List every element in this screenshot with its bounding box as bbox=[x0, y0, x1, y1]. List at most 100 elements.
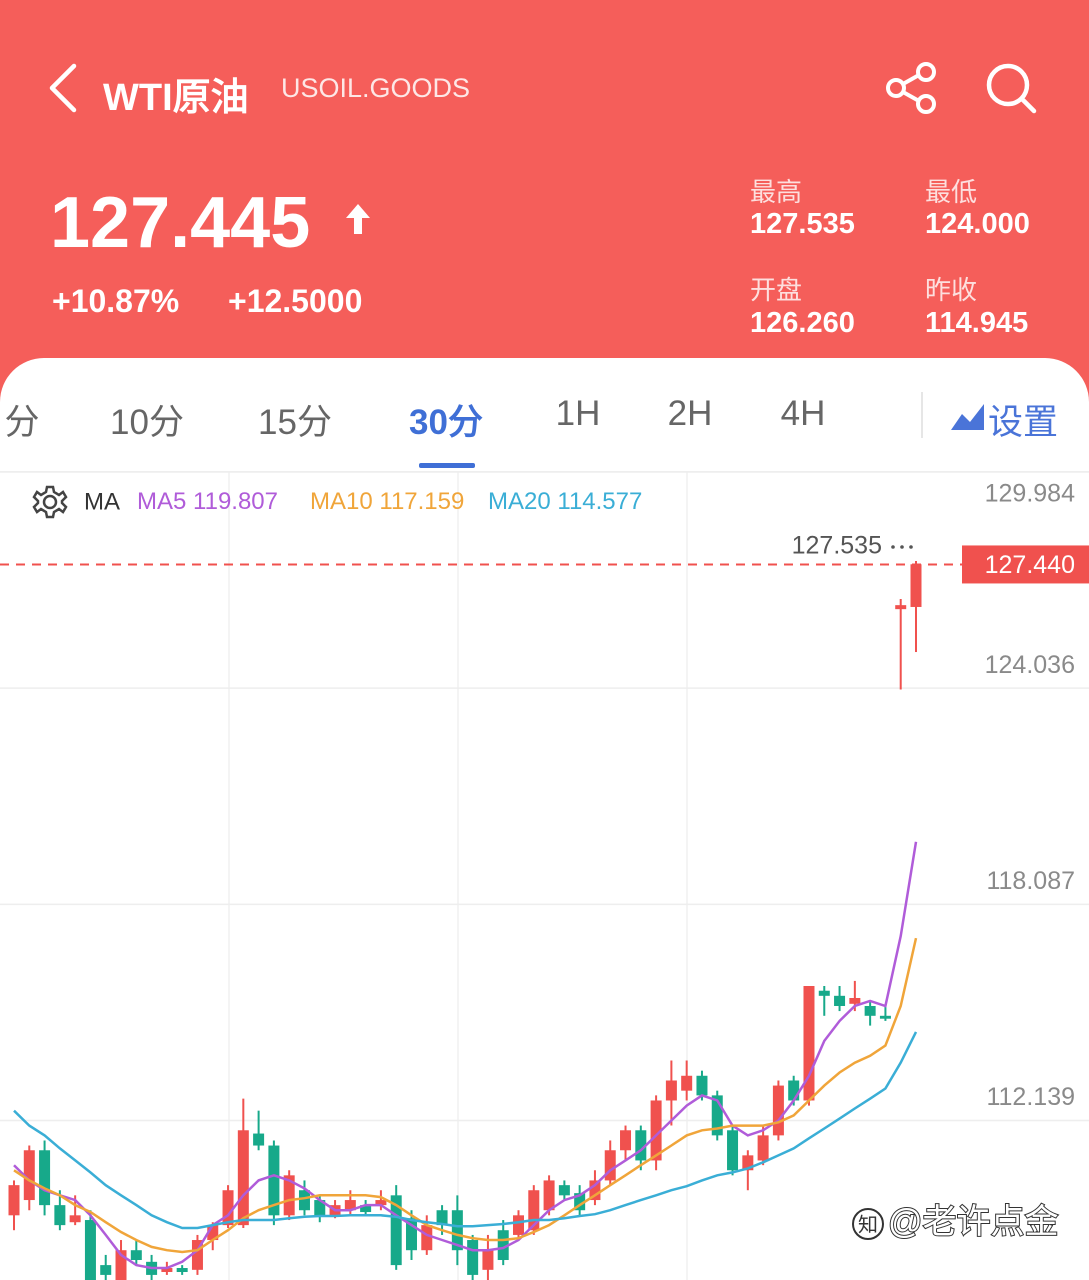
candle-body bbox=[864, 1005, 876, 1016]
candle-body bbox=[528, 1190, 540, 1231]
tab[interactable]: 10分 bbox=[110, 403, 184, 442]
candle-body bbox=[390, 1195, 402, 1266]
candle-body bbox=[69, 1215, 81, 1223]
stat-value: 124.000 bbox=[925, 208, 1030, 240]
candle-body bbox=[39, 1150, 51, 1206]
candle-body bbox=[482, 1250, 494, 1270]
legend-value: 117.159 bbox=[379, 488, 464, 515]
change: +12.5000 bbox=[228, 283, 363, 319]
up-arrow bbox=[346, 204, 370, 234]
last-price-label: 127.440 bbox=[985, 551, 1075, 579]
stat-value: 127.535 bbox=[750, 208, 855, 240]
candle-body bbox=[834, 995, 846, 1006]
back-button[interactable] bbox=[44, 60, 84, 116]
share-button[interactable] bbox=[882, 60, 942, 116]
candle-body bbox=[360, 1205, 372, 1213]
candle-body bbox=[421, 1225, 433, 1251]
stat-label: 最高 bbox=[750, 177, 803, 207]
candle-body bbox=[283, 1175, 295, 1216]
legend-entry: MA5 119.807 bbox=[137, 488, 278, 515]
candlestick-chart: 129.984 124.036 118.087 112.139 127.440 127.5… bbox=[0, 472, 1089, 1280]
tab-indicator bbox=[419, 463, 475, 468]
gear-icon[interactable] bbox=[32, 485, 68, 519]
svg-text:知: 知 bbox=[858, 1213, 878, 1236]
candle-body bbox=[910, 564, 922, 607]
tab[interactable]: 分 bbox=[4, 403, 40, 442]
legend-name: MA20 bbox=[488, 488, 551, 515]
stat-value: 126.260 bbox=[750, 307, 855, 339]
candle-body bbox=[772, 1085, 784, 1136]
candle-body bbox=[176, 1268, 188, 1273]
legend-value: 119.807 bbox=[193, 488, 278, 515]
high-dots bbox=[909, 545, 913, 549]
candle-body bbox=[757, 1135, 769, 1161]
candle-body bbox=[84, 1220, 96, 1280]
candle-body bbox=[604, 1150, 616, 1181]
candle-body bbox=[849, 997, 861, 1004]
settings-icon[interactable] bbox=[948, 398, 988, 434]
candle-body bbox=[253, 1133, 265, 1146]
legend-entry: MA20 114.577 bbox=[488, 488, 642, 515]
tab[interactable]: 4H bbox=[780, 394, 826, 433]
stat-label: 昨收 bbox=[925, 275, 978, 305]
candle-body bbox=[207, 1225, 219, 1241]
stat-label: 开盘 bbox=[750, 275, 803, 305]
stat-value: 114.945 bbox=[925, 307, 1029, 339]
candle-body bbox=[788, 1080, 800, 1101]
overlay: MA MA5 119.807 MA10 117.159 MA20 114.577… bbox=[32, 485, 1060, 1242]
ma-line bbox=[13, 1031, 918, 1230]
candle-body bbox=[574, 1193, 586, 1211]
candle-body bbox=[895, 605, 907, 610]
high-label: 127.535 bbox=[792, 532, 882, 560]
settings-button[interactable]: 设置 bbox=[988, 403, 1059, 442]
header bbox=[0, 0, 1089, 420]
candle-body bbox=[237, 1130, 249, 1226]
candle-body bbox=[451, 1210, 463, 1251]
candle-body bbox=[513, 1215, 525, 1235]
tab[interactable]: 1H bbox=[555, 394, 601, 433]
candle-body bbox=[436, 1210, 448, 1226]
candle-body bbox=[742, 1155, 754, 1171]
candle-body bbox=[54, 1205, 66, 1226]
legend-name: MA10 bbox=[310, 488, 373, 515]
search-button[interactable] bbox=[982, 60, 1042, 116]
candle-body bbox=[467, 1240, 479, 1275]
candle-body bbox=[727, 1130, 739, 1171]
last-price-tag bbox=[962, 545, 1089, 584]
candle-body bbox=[803, 986, 815, 1101]
indicator-label: MA bbox=[84, 488, 120, 515]
y-tick-label: 112.139 bbox=[986, 1083, 1075, 1111]
candle-body bbox=[635, 1130, 647, 1161]
tab[interactable]: 15分 bbox=[258, 403, 332, 442]
symbol: USOIL.GOODS bbox=[281, 73, 471, 103]
candle-body bbox=[620, 1130, 632, 1151]
candle-body bbox=[497, 1230, 509, 1261]
candle-body bbox=[344, 1200, 356, 1211]
candle-body bbox=[23, 1150, 35, 1201]
watermark-logo: 知 bbox=[852, 1208, 884, 1240]
candle-body bbox=[115, 1250, 127, 1280]
candle-body bbox=[558, 1185, 570, 1196]
title: WTI原油 bbox=[103, 77, 249, 119]
candle-body bbox=[222, 1190, 234, 1226]
tab[interactable]: 2H bbox=[667, 394, 713, 433]
candle-body bbox=[711, 1095, 723, 1136]
ma-line bbox=[13, 937, 918, 1254]
divider bbox=[921, 392, 923, 438]
candle-body bbox=[405, 1218, 417, 1251]
candle-body bbox=[8, 1185, 20, 1216]
legend-name: MA5 bbox=[137, 488, 186, 515]
candle-body bbox=[543, 1180, 555, 1211]
candle-body bbox=[589, 1180, 601, 1201]
y-tick-label: 129.984 bbox=[985, 480, 1075, 508]
y-tick-label: 124.036 bbox=[985, 651, 1075, 679]
high-dots bbox=[900, 545, 904, 549]
price: 127.445 bbox=[50, 183, 311, 263]
candle-body bbox=[879, 1015, 891, 1019]
candle-body bbox=[818, 990, 830, 996]
candle-body bbox=[665, 1080, 677, 1101]
tab[interactable]: 30分 bbox=[409, 403, 483, 442]
watermark: @老许点金 bbox=[888, 1203, 1059, 1241]
candle-body bbox=[375, 1200, 387, 1206]
